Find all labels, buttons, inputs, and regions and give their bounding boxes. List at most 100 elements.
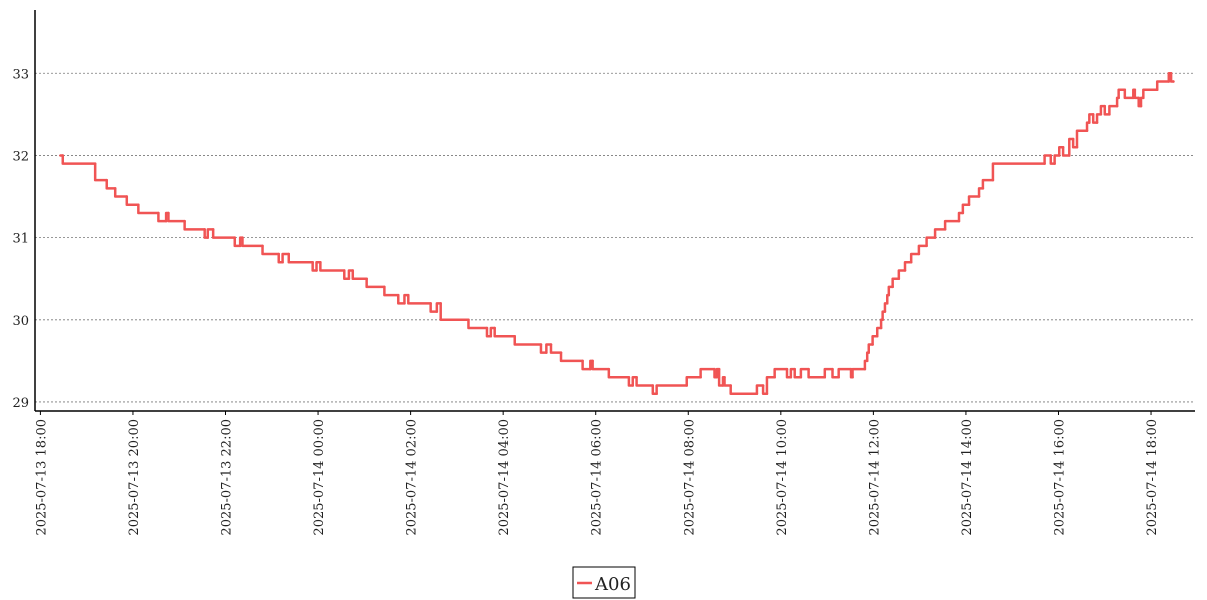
line-segment [347,269,355,280]
line-segment [883,302,889,313]
line-segment [799,367,810,379]
line-segment [485,326,493,338]
line-segment [1142,88,1159,100]
line-segment [977,187,985,198]
line-segment [1058,145,1065,157]
line-segment [211,228,237,239]
line-segment [351,269,368,280]
line-segment [1169,72,1175,83]
line-segment [881,310,887,322]
legend-label: A06 [594,574,631,595]
line-segment [281,252,290,264]
line-segment [125,195,140,206]
line-segment [1085,121,1091,133]
line-segment [1117,88,1127,100]
line-segment [467,318,489,330]
line-segment [233,236,242,248]
line-segment [1133,88,1140,100]
line-segment [699,367,716,379]
line-segment [183,219,206,231]
line-segment [513,334,543,346]
x-tick-label: 2025-07-14 06:00 [590,419,605,536]
line-segment [429,302,439,313]
line-segment [765,376,776,395]
line-segment [311,261,318,272]
line-segment [1123,88,1135,100]
line-segment [917,244,928,256]
line-segment [631,376,638,387]
line-segment [206,228,215,239]
line-segment [957,211,965,223]
line-segment [1068,137,1075,157]
x-tick-label: 2025-07-14 04:00 [497,419,512,536]
line-segment [1075,129,1089,149]
y-tick-label: 32 [12,149,29,164]
line-segment [903,261,913,272]
line-segment [875,326,883,338]
line-segment [887,285,894,297]
line-segment [1091,113,1099,124]
line-segment [886,293,891,305]
line-segment [315,261,322,272]
line-segment [1053,154,1061,165]
line-segment [1043,154,1053,165]
line-segment [105,178,117,190]
line-segment [961,203,971,215]
x-tick-label: 2025-07-14 16:00 [1052,419,1067,536]
x-tick-label: 2025-07-14 18:00 [1145,419,1160,536]
line-segment [403,293,410,305]
line-segment [823,367,834,379]
y-tick-label: 33 [12,67,29,82]
line-segment [871,334,879,346]
line-segment [241,236,264,248]
line-segment [1103,104,1111,116]
line-segment [837,367,853,379]
line-segment [261,244,280,256]
line-segment [943,219,961,231]
line-segment [493,326,516,338]
line-segment [581,359,592,371]
line-segment [489,326,496,338]
line-segment [717,367,725,387]
line-segment [287,252,314,264]
line-segment [867,343,874,354]
line-segment [1061,145,1071,157]
line-segment [807,367,827,379]
line-segment [1108,104,1119,116]
line-segment [1049,154,1056,165]
line-segment [93,162,108,182]
line-segment [851,367,867,379]
line-segment [157,211,168,223]
x-tick-label: 2025-07-13 20:00 [127,419,142,536]
x-tick-label: 2025-07-14 08:00 [682,419,697,536]
line-segment [863,359,869,371]
line-segment [545,343,553,354]
line-segment [685,376,702,387]
x-tick-label: 2025-07-14 00:00 [312,419,327,536]
line-segment [785,367,793,379]
line-segment [397,293,406,305]
line-segment [439,302,470,322]
line-segment [365,277,386,289]
line-segment [651,384,658,395]
line-segment [1088,113,1095,124]
line-segment [925,236,937,248]
x-tick-label: 2025-07-13 22:00 [220,419,235,536]
line-segment [933,228,947,239]
line-segment [383,285,400,297]
line-segment [277,252,284,264]
line-segment [1139,96,1145,108]
line-segment [723,376,732,387]
line-segment [343,269,351,280]
line-segment [627,376,634,387]
line-segment [1099,104,1107,116]
x-tick-label: 2025-07-14 14:00 [960,419,975,536]
line-segment [1115,96,1120,108]
line-segment [879,318,884,330]
line-segment [407,293,432,305]
line-segment [897,269,907,280]
line-segment [167,211,186,223]
line-segment [793,367,803,379]
line-segment [755,384,765,395]
